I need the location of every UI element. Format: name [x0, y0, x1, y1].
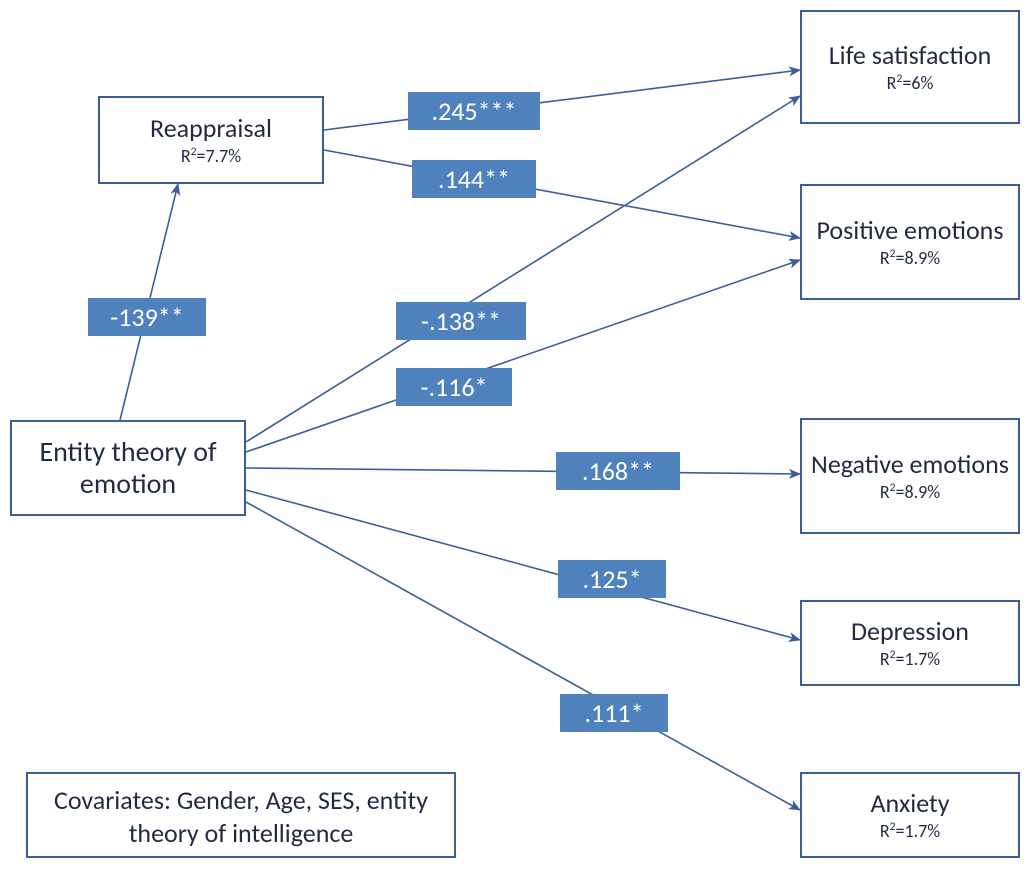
edge-reappraisal-to-life	[324, 70, 800, 130]
node-negative-emotions: Negative emotions R2=8.9%	[800, 418, 1020, 534]
node-subtitle: R2=7.7%	[181, 146, 241, 167]
edge-label-reappraisal-to-life: .245***	[408, 92, 540, 130]
node-positive-emotions: Positive emotions R2=8.9%	[800, 184, 1020, 300]
node-depression: Depression R2=1.7%	[800, 600, 1020, 686]
node-subtitle: R2=8.9%	[880, 482, 940, 503]
edge-label-reappraisal-to-positive: .144**	[412, 160, 536, 198]
edge-reappraisal-to-positive	[324, 150, 800, 238]
node-title: Reappraisal	[150, 114, 272, 144]
node-title: Depression	[851, 617, 969, 647]
edge-label-entity-to-life: -.138**	[396, 302, 526, 340]
edge-label-entity-to-reappraisal: -139**	[88, 298, 206, 336]
node-entity-theory: Entity theory of emotion	[10, 420, 246, 516]
edge-label-entity-to-anxiety: .111*	[560, 694, 668, 732]
node-subtitle: R2=1.7%	[880, 649, 940, 670]
edge-entity-to-negative	[246, 468, 800, 474]
node-title: Negative emotions	[811, 450, 1009, 480]
edge-label-entity-to-negative: .168**	[556, 452, 680, 490]
node-title: Anxiety	[871, 789, 950, 819]
covariates-text: Covariates: Gender, Age, SES, entity the…	[54, 784, 428, 849]
covariates-note: Covariates: Gender, Age, SES, entity the…	[26, 772, 456, 858]
node-subtitle: R2=1.7%	[880, 821, 940, 842]
diagram-canvas: Entity theory of emotion Reappraisal R2=…	[0, 0, 1034, 876]
node-title: Life satisfaction	[829, 41, 992, 71]
edge-entity-to-depression	[246, 490, 800, 640]
node-subtitle: R2=8.9%	[880, 248, 940, 269]
node-subtitle: R2=6%	[887, 73, 934, 94]
node-anxiety: Anxiety R2=1.7%	[800, 772, 1020, 858]
node-reappraisal: Reappraisal R2=7.7%	[98, 96, 324, 184]
edge-entity-to-anxiety	[246, 502, 800, 810]
node-life-satisfaction: Life satisfaction R2=6%	[800, 10, 1020, 124]
node-title: Entity theory of emotion	[18, 436, 238, 500]
edge-label-entity-to-positive: -.116*	[396, 368, 512, 406]
edge-label-entity-to-depression: .125*	[558, 560, 666, 598]
edge-entity-to-life	[246, 96, 800, 442]
node-title: Positive emotions	[817, 216, 1004, 246]
edge-entity-to-positive	[246, 260, 800, 452]
